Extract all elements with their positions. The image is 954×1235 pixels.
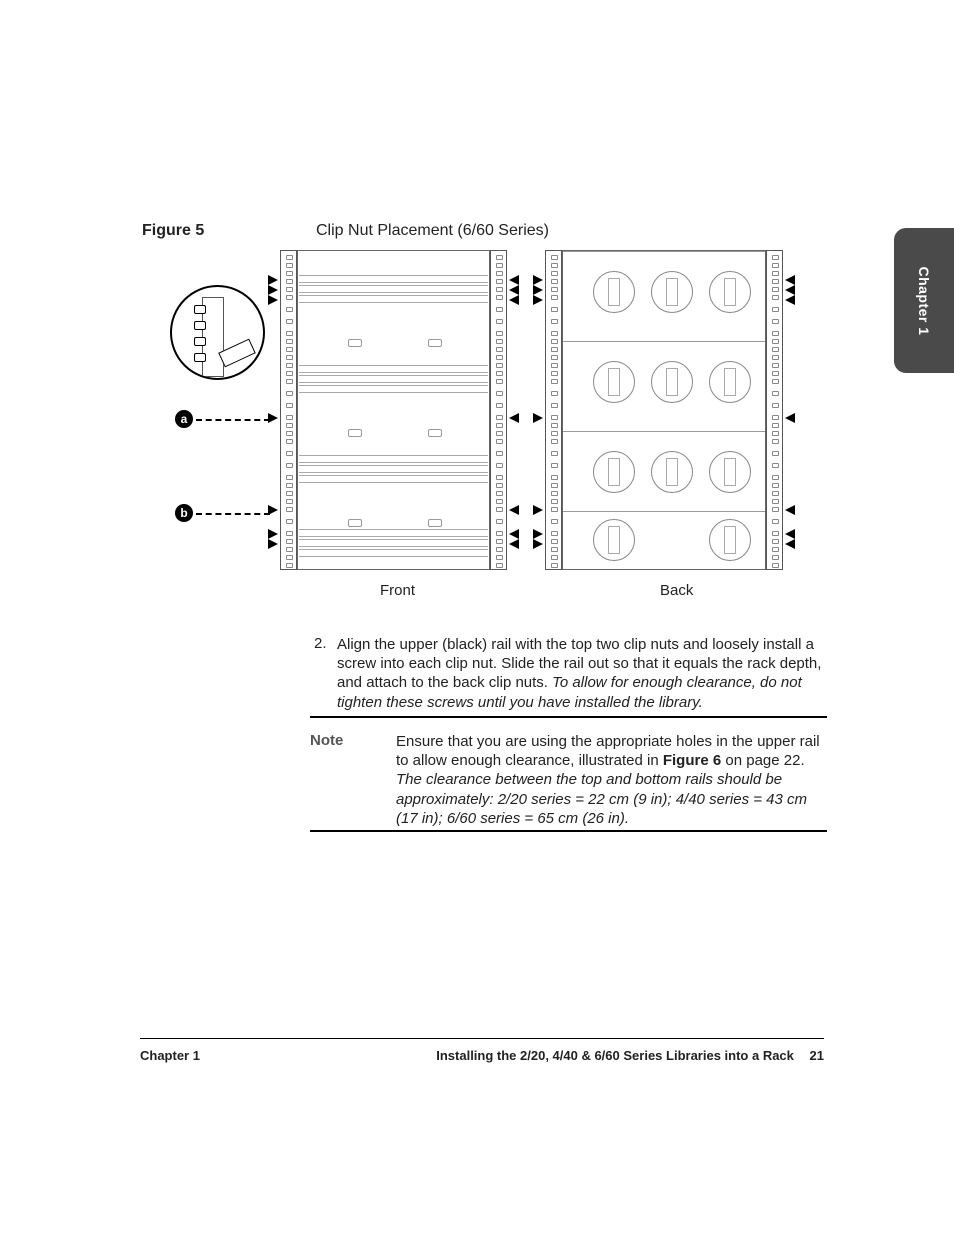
- step-text: Align the upper (black) rail with the to…: [337, 635, 827, 712]
- figure-label: Figure 5: [142, 222, 204, 240]
- figure-title: Clip Nut Placement (6/60 Series): [316, 222, 549, 240]
- step-number: 2.: [314, 635, 327, 652]
- chapter-side-tab-text: Chapter 1: [916, 266, 932, 335]
- back-label: Back: [660, 582, 693, 599]
- note-body: Ensure that you are using the appropriat…: [396, 732, 827, 828]
- note-rule-top: [310, 716, 827, 718]
- footer-rule: [140, 1038, 824, 1039]
- front-label: Front: [380, 582, 415, 599]
- footer-right: Installing the 2/20, 4/40 & 6/60 Series …: [436, 1048, 824, 1063]
- note-italic: The clearance between the top and bottom…: [396, 771, 807, 826]
- callout-a: a: [175, 410, 193, 428]
- note-rule-bot: [310, 830, 827, 832]
- clip-nut-detail-inset: [170, 285, 265, 380]
- callout-a-leader: [196, 419, 270, 421]
- footer-left: Chapter 1: [140, 1048, 200, 1063]
- note-line1-tail: on page 22.: [721, 752, 804, 769]
- note-label: Note: [310, 732, 343, 749]
- figure-diagram: a b: [160, 250, 805, 595]
- footer-title: Installing the 2/20, 4/40 & 6/60 Series …: [436, 1048, 794, 1063]
- note-fig-ref: Figure 6: [663, 752, 721, 769]
- callout-b: b: [175, 504, 193, 522]
- footer-page-number: 21: [810, 1048, 824, 1063]
- callout-b-leader: [196, 513, 270, 515]
- chapter-side-tab: Chapter 1: [894, 228, 954, 373]
